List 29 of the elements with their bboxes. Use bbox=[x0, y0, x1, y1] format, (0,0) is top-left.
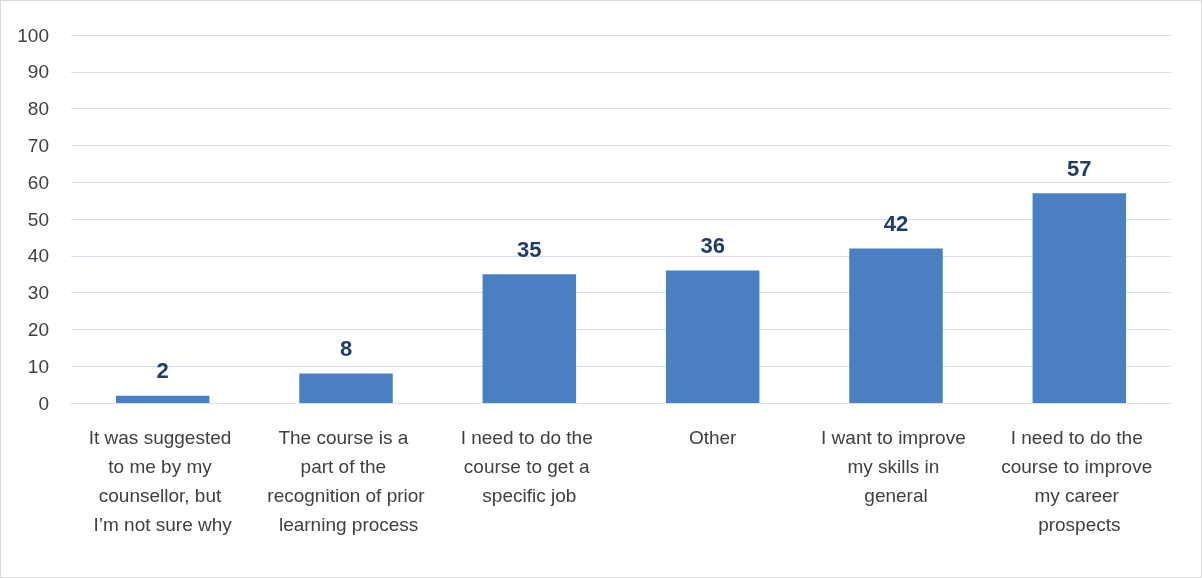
y-tick-label: 30 bbox=[27, 282, 49, 304]
data-label: 35 bbox=[517, 236, 542, 262]
y-tick-label: 80 bbox=[27, 98, 49, 120]
x-tick-label: I need to do the course to get a specific job bbox=[460, 427, 599, 506]
data-label: 36 bbox=[700, 233, 725, 259]
y-tick-label: 0 bbox=[38, 392, 49, 414]
bar bbox=[299, 373, 393, 403]
y-tick-label: 90 bbox=[27, 61, 49, 83]
bar bbox=[1032, 193, 1127, 403]
data-label: 42 bbox=[883, 210, 909, 236]
y-tick-label: 40 bbox=[27, 245, 49, 267]
bar bbox=[849, 248, 943, 403]
y-tick-label: 100 bbox=[17, 24, 49, 46]
x-tick-label: Other bbox=[688, 427, 738, 448]
data-label: 8 bbox=[339, 336, 353, 362]
x-tick-label: The course is a part of the recognition of prior learning process bbox=[267, 427, 426, 535]
y-tick-label: 60 bbox=[27, 171, 49, 193]
x-tick-label: I need to do the course to improve my career prospects bbox=[1001, 427, 1158, 535]
bar bbox=[482, 274, 577, 403]
data-label: 2 bbox=[156, 358, 169, 384]
bar bbox=[115, 395, 210, 403]
x-tick-label: It was suggested to me by my counsellor, but I’m not sure why bbox=[88, 427, 237, 535]
y-tick-label: 10 bbox=[27, 355, 49, 377]
y-tick-label: 20 bbox=[27, 318, 49, 340]
data-label: 57 bbox=[1067, 155, 1092, 181]
y-tick-label: 70 bbox=[27, 134, 49, 156]
bar bbox=[665, 270, 760, 403]
x-tick-label: I want to improve my skills in general bbox=[821, 427, 971, 506]
y-tick-label: 50 bbox=[27, 208, 49, 230]
